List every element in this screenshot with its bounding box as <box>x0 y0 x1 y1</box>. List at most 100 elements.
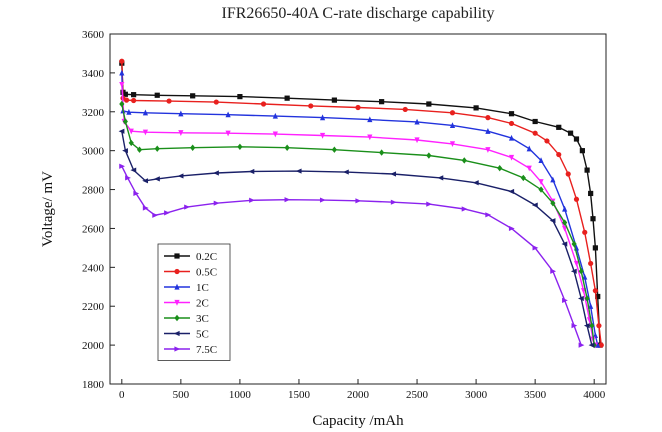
data-point <box>556 151 562 158</box>
data-point <box>295 168 302 174</box>
x-axis-label: Capacity /mAh <box>312 413 404 429</box>
y-tick-label: 2200 <box>82 301 105 313</box>
data-point <box>178 110 184 117</box>
data-point <box>319 132 326 139</box>
legend-marker-3c <box>174 314 180 322</box>
data-point <box>119 58 125 64</box>
data-point <box>130 167 137 173</box>
data-point <box>485 115 491 121</box>
y-axis-label: Voltage/ mV <box>40 171 56 247</box>
data-point <box>213 200 220 206</box>
data-point <box>497 164 503 172</box>
x-tick-label: 1500 <box>288 389 311 401</box>
legend-label-0-2c: 0.2C <box>196 251 217 263</box>
y-tick-label: 3600 <box>82 29 105 41</box>
data-point <box>119 81 125 88</box>
data-point <box>414 118 420 125</box>
data-point <box>449 122 456 128</box>
data-point <box>571 240 577 248</box>
data-point <box>531 202 538 208</box>
legend: 0.2C 0.5C 1C 2C 3C 5C 7.5C <box>157 243 231 361</box>
y-tick-label: 3400 <box>82 68 105 80</box>
data-point <box>583 323 590 329</box>
legend-label-7-5c: 7.5C <box>196 344 217 356</box>
data-point <box>538 157 544 163</box>
data-point <box>126 108 132 115</box>
data-point <box>118 128 125 134</box>
data-point <box>461 206 468 212</box>
data-point <box>562 219 568 226</box>
data-point <box>437 175 444 181</box>
data-point <box>596 323 602 329</box>
data-point <box>485 147 491 153</box>
x-tick-label: 4000 <box>583 389 606 401</box>
data-point <box>131 97 137 104</box>
legend-marker-1c <box>174 283 180 290</box>
data-point <box>154 92 160 98</box>
data-point <box>272 131 278 138</box>
data-point <box>248 168 255 175</box>
data-point <box>122 118 128 125</box>
series-line-3c <box>121 103 595 346</box>
data-point <box>485 128 491 134</box>
data-point <box>598 342 604 348</box>
data-point <box>472 180 479 186</box>
data-point <box>367 116 373 123</box>
data-point <box>595 341 601 348</box>
data-point <box>128 139 134 147</box>
series-1c <box>119 69 601 348</box>
data-point <box>565 171 571 177</box>
data-point <box>402 106 408 113</box>
data-point <box>588 342 595 348</box>
data-point <box>131 92 137 98</box>
data-point <box>379 149 385 156</box>
data-point <box>426 201 433 207</box>
data-point <box>588 190 594 197</box>
data-point <box>122 148 128 154</box>
data-point <box>342 169 349 175</box>
series-line-7-5c <box>121 165 582 346</box>
data-point <box>550 199 556 207</box>
data-point <box>237 143 243 150</box>
data-point <box>561 241 568 247</box>
series-0-5c <box>119 58 604 348</box>
data-point <box>532 245 539 251</box>
data-point <box>331 146 337 153</box>
data-point <box>573 196 580 202</box>
data-point <box>213 170 219 176</box>
data-point <box>584 295 590 302</box>
data-point <box>166 98 172 104</box>
data-point <box>595 293 601 300</box>
series-3c <box>119 100 597 349</box>
data-point <box>133 190 140 197</box>
data-point <box>592 245 598 251</box>
data-point <box>426 152 432 159</box>
data-point <box>538 179 544 185</box>
data-point <box>538 186 544 193</box>
data-point <box>184 204 190 210</box>
data-point <box>520 174 526 182</box>
x-tick-label: 1000 <box>229 389 252 401</box>
data-point <box>119 100 125 108</box>
y-tick-label: 3200 <box>82 107 105 119</box>
series-line-2c <box>121 84 597 346</box>
x-tick-label: 3000 <box>465 389 488 401</box>
x-tick-label: 2000 <box>347 389 370 401</box>
data-point <box>573 136 580 142</box>
data-point <box>142 129 149 136</box>
legend-marker-7-5c <box>174 346 181 352</box>
data-point <box>461 157 467 164</box>
legend-marker-2c <box>174 299 180 306</box>
data-point <box>123 97 130 103</box>
data-point <box>225 130 231 137</box>
data-point <box>582 229 588 235</box>
data-point <box>449 110 456 116</box>
series-line-0-2c <box>121 63 601 346</box>
data-point <box>390 171 397 177</box>
data-point <box>550 268 557 274</box>
data-point <box>579 148 585 154</box>
data-point <box>449 141 456 148</box>
legend-label-5c: 5C <box>196 329 209 341</box>
data-point <box>556 124 562 130</box>
data-point <box>485 212 492 218</box>
